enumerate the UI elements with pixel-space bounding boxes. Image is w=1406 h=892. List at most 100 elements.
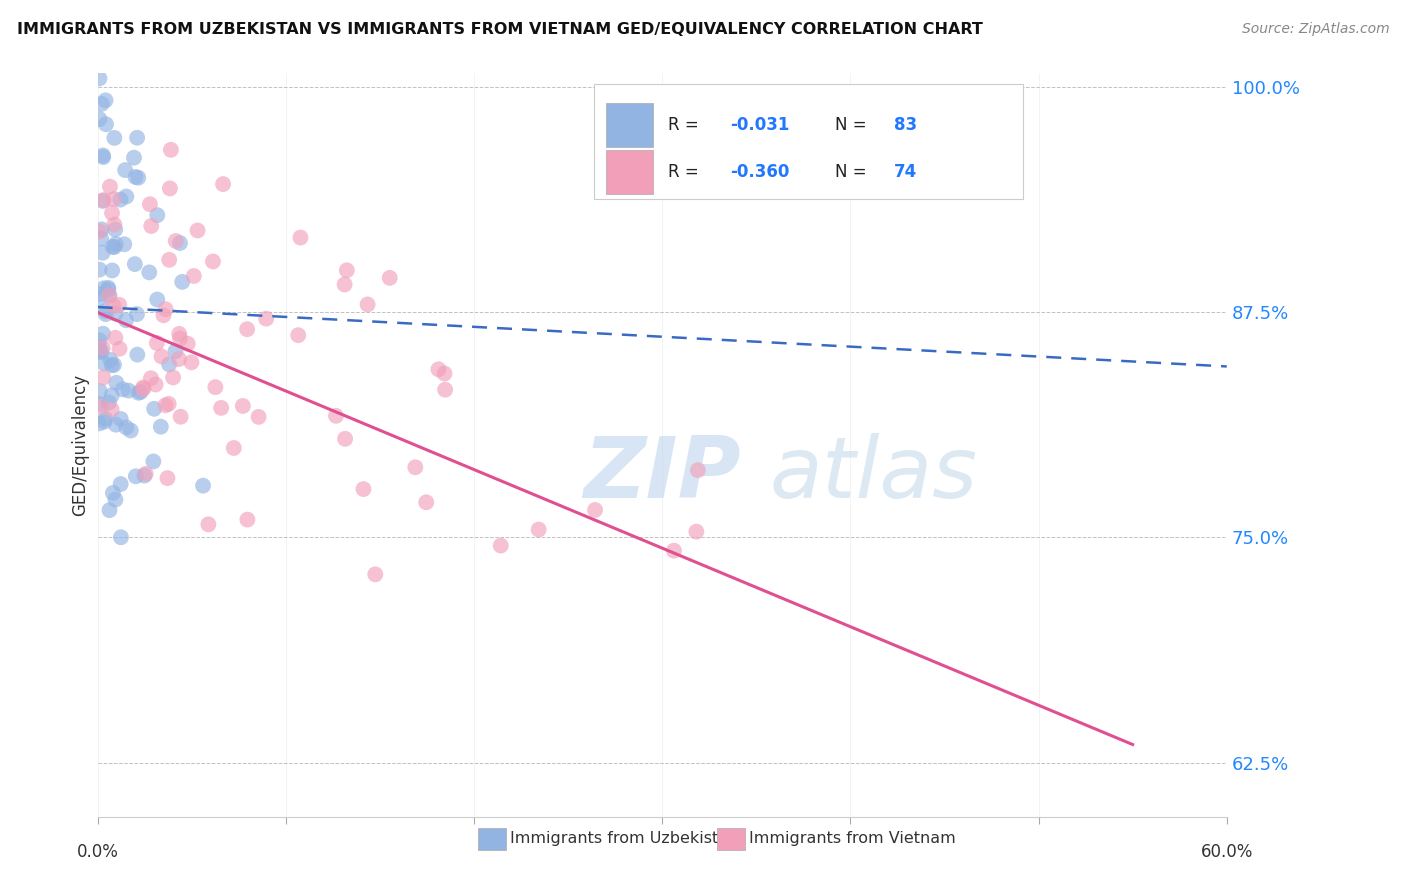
Point: [209, 401, 232, 415]
Point: [127, 348, 149, 362]
Point: [124, 169, 146, 184]
Point: [98, 288, 121, 302]
Point: [98, 179, 121, 194]
Point: [89, 225, 111, 239]
Text: ZIP: ZIP: [583, 433, 741, 516]
Point: [103, 218, 125, 232]
Point: [169, 235, 191, 250]
Point: [90, 222, 112, 236]
Point: [157, 397, 180, 411]
Point: [139, 371, 162, 385]
Point: [141, 219, 163, 233]
Point: [89, 287, 111, 301]
Point: [325, 409, 347, 423]
Point: [160, 143, 183, 157]
Point: [97, 281, 120, 295]
Text: IMMIGRANTS FROM UZBEKISTAN VS IMMIGRANTS FROM VIETNAM GED/EQUIVALENCY CORRELATIO: IMMIGRANTS FROM UZBEKISTAN VS IMMIGRANTS…: [17, 22, 983, 37]
Point: [155, 302, 177, 317]
Point: [254, 311, 277, 326]
Point: [89, 112, 111, 126]
Text: -0.031: -0.031: [730, 116, 789, 134]
FancyBboxPatch shape: [606, 103, 654, 147]
Point: [183, 268, 205, 283]
Point: [427, 362, 450, 376]
Text: -0.360: -0.360: [730, 163, 789, 181]
Point: [180, 355, 202, 369]
Point: [156, 471, 179, 485]
Point: [91, 193, 114, 207]
Point: [236, 513, 259, 527]
Point: [110, 530, 132, 544]
Point: [128, 385, 150, 400]
Point: [115, 420, 138, 434]
Text: atlas: atlas: [769, 433, 977, 516]
Point: [89, 343, 111, 357]
Point: [100, 402, 122, 417]
Point: [152, 308, 174, 322]
Point: [165, 344, 187, 359]
Point: [97, 283, 120, 297]
Point: [336, 263, 359, 277]
Point: [100, 353, 122, 368]
Point: [94, 93, 117, 107]
Point: [150, 350, 173, 364]
Point: [101, 486, 124, 500]
Point: [135, 467, 157, 481]
Point: [404, 460, 426, 475]
Point: [583, 503, 606, 517]
Point: [89, 292, 111, 306]
Point: [138, 265, 160, 279]
Y-axis label: GED/Equivalency: GED/Equivalency: [72, 374, 89, 516]
FancyBboxPatch shape: [606, 150, 654, 194]
Point: [104, 237, 127, 252]
Point: [159, 181, 181, 195]
Point: [91, 326, 114, 341]
Point: [89, 397, 111, 411]
Point: [143, 401, 166, 416]
Point: [134, 468, 156, 483]
Point: [129, 384, 152, 399]
Point: [103, 192, 125, 206]
Point: [155, 398, 177, 412]
Point: [197, 517, 219, 532]
Point: [169, 409, 191, 424]
Point: [91, 245, 114, 260]
Point: [93, 415, 115, 429]
Point: [91, 370, 114, 384]
Point: [89, 344, 111, 359]
Point: [127, 170, 149, 185]
Point: [111, 383, 134, 397]
Text: Immigrants from Uzbekistan: Immigrants from Uzbekistan: [510, 831, 738, 847]
Point: [157, 357, 180, 371]
Point: [90, 96, 112, 111]
Text: 74: 74: [894, 163, 917, 181]
Point: [104, 331, 127, 345]
Point: [434, 383, 457, 397]
Point: [91, 150, 114, 164]
Point: [125, 307, 148, 321]
Point: [93, 281, 115, 295]
Point: [290, 230, 312, 244]
Point: [287, 328, 309, 343]
Point: [176, 336, 198, 351]
Point: [167, 352, 190, 367]
Point: [114, 163, 136, 178]
Text: 60.0%: 60.0%: [1201, 843, 1253, 862]
Point: [101, 263, 124, 277]
Text: N =: N =: [835, 163, 872, 181]
Point: [120, 424, 142, 438]
Point: [108, 342, 131, 356]
FancyBboxPatch shape: [595, 84, 1024, 200]
Point: [103, 131, 125, 145]
Point: [132, 380, 155, 394]
Point: [101, 206, 124, 220]
Point: [110, 412, 132, 426]
Point: [142, 454, 165, 468]
Point: [104, 222, 127, 236]
Point: [527, 523, 550, 537]
Point: [104, 307, 127, 321]
Point: [139, 197, 162, 211]
Point: [98, 289, 121, 303]
Point: [172, 275, 194, 289]
Point: [685, 524, 707, 539]
